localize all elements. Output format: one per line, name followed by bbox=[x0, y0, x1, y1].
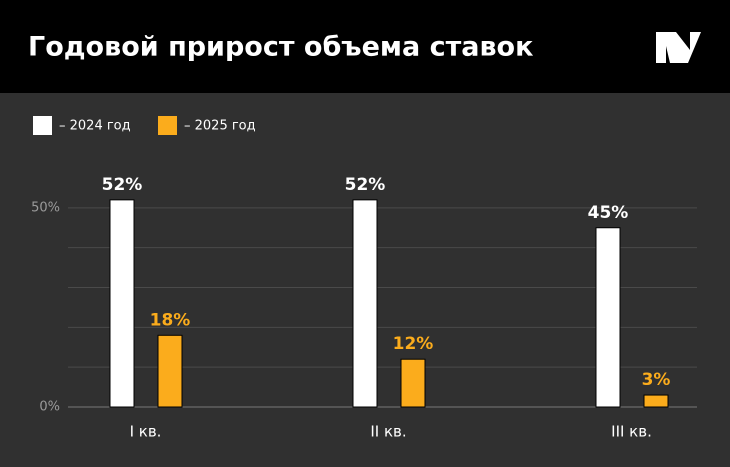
value-label: 3% bbox=[642, 370, 671, 390]
legend-swatch bbox=[33, 116, 52, 135]
y-tick-label: 50% bbox=[31, 200, 60, 215]
bar bbox=[595, 227, 621, 408]
logo bbox=[656, 32, 701, 63]
value-label: 12% bbox=[393, 334, 434, 354]
legend-label: – 2025 год bbox=[184, 119, 256, 134]
bar bbox=[352, 199, 378, 408]
legend-label: – 2024 год bbox=[59, 119, 131, 134]
x-tick-label: I кв. bbox=[130, 423, 162, 441]
x-tick-label: III кв. bbox=[611, 423, 652, 441]
bar bbox=[157, 334, 183, 408]
chart-title: Годовой прирост объема ставок bbox=[28, 32, 533, 63]
value-label: 52% bbox=[102, 175, 143, 195]
legend-swatch bbox=[158, 116, 177, 135]
y-tick-label: 0% bbox=[39, 400, 60, 415]
bar bbox=[643, 394, 669, 408]
value-label: 45% bbox=[588, 203, 629, 223]
value-label: 52% bbox=[345, 175, 386, 195]
value-label: 18% bbox=[150, 310, 191, 330]
bar bbox=[109, 199, 135, 408]
bar bbox=[400, 358, 426, 408]
x-tick-label: II кв. bbox=[370, 423, 406, 441]
header bbox=[0, 0, 730, 93]
